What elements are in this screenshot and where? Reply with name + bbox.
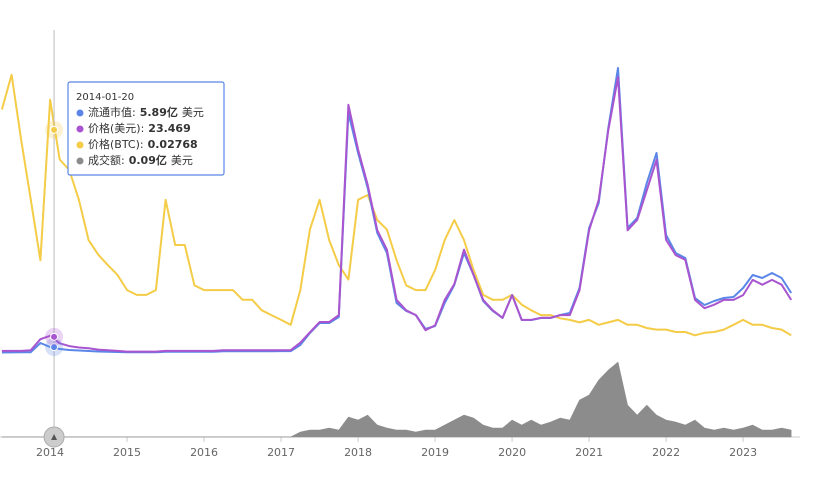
x-tick-label: 2014 bbox=[36, 446, 64, 459]
tooltip-dot bbox=[76, 109, 84, 117]
tooltip-value: 0.09亿 bbox=[129, 153, 167, 167]
tooltip-value: 5.89亿 bbox=[140, 105, 178, 119]
tooltip-label: 价格(美元): bbox=[88, 121, 144, 135]
x-tick-label: 2018 bbox=[344, 446, 372, 459]
slider-arrow bbox=[51, 434, 58, 440]
x-tick-label: 2015 bbox=[113, 446, 141, 459]
volume-area bbox=[1, 361, 792, 438]
tooltip-row: 价格(美元): 23.469 bbox=[88, 121, 191, 135]
x-tick-label: 2023 bbox=[729, 446, 757, 459]
tooltip-label: 价格(BTC): bbox=[88, 137, 144, 151]
series-line bbox=[1, 76, 793, 353]
tooltip-label: 成交额: bbox=[88, 153, 125, 167]
tooltip-row: 成交额: 0.09亿 美元 bbox=[88, 153, 193, 167]
tooltip-unit: 美元 bbox=[171, 154, 193, 167]
series-line bbox=[0, 73, 792, 337]
tooltip-box bbox=[67, 81, 225, 176]
x-tick-label: 2021 bbox=[575, 446, 603, 459]
x-tick-label: 2022 bbox=[652, 446, 680, 459]
hover-point bbox=[50, 332, 59, 341]
tooltip-row: 流通市值: 5.89亿 美元 bbox=[88, 105, 204, 119]
tooltip-dot bbox=[76, 157, 84, 165]
x-tick-label: 2016 bbox=[190, 446, 218, 459]
tooltip-row: 价格(BTC): 0.02768 bbox=[88, 137, 198, 151]
tooltip-label: 流通市值: bbox=[88, 105, 136, 119]
tooltip-dot bbox=[76, 125, 84, 133]
tooltip-dot bbox=[76, 141, 84, 149]
tooltip-date: 2014-01-20 bbox=[76, 92, 134, 103]
x-tick-label: 2020 bbox=[498, 446, 526, 459]
x-tick-label: 2019 bbox=[421, 446, 449, 459]
hover-point bbox=[50, 343, 59, 352]
tooltip-unit: 美元 bbox=[182, 106, 204, 119]
tooltip-value: 23.469 bbox=[148, 122, 190, 135]
tooltip-value: 0.02768 bbox=[148, 138, 198, 151]
x-tick-label: 2017 bbox=[267, 446, 295, 459]
hover-point bbox=[50, 125, 59, 134]
